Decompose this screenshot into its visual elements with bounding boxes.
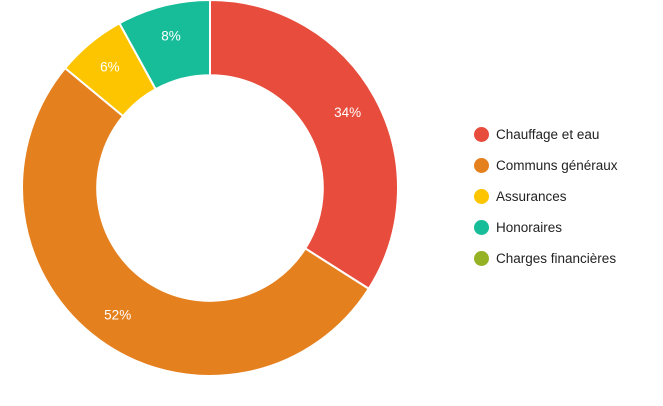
donut-slice-1[interactable] [21, 66, 371, 377]
legend-marker-circle [474, 251, 489, 266]
slice-percent-label: 52% [104, 308, 131, 323]
legend-item-label: Honoraires [496, 220, 563, 235]
legend-item-label: Charges financières [496, 251, 617, 266]
slice-percent-label: 8% [161, 28, 181, 43]
slice-percent-label: 6% [100, 60, 120, 75]
donut-slice-3[interactable] [118, 0, 211, 91]
legend-item-honoraires[interactable]: Honoraires [474, 220, 618, 235]
legend-item-label: Assurances [496, 189, 567, 204]
legend-item-chauffage-et-eau[interactable]: Chauffage et eau [474, 127, 618, 142]
legend-marker-circle [474, 127, 489, 142]
legend-item-label: Chauffage et eau [496, 127, 600, 142]
legend-marker-circle [474, 189, 489, 204]
legend-item-charges-financieres[interactable]: Charges financières [474, 251, 618, 266]
donut-slice-0[interactable] [209, 0, 399, 291]
legend-item-communs-generaux[interactable]: Communs généraux [474, 158, 618, 173]
legend: Chauffage et eau Communs généraux Assura… [474, 127, 618, 266]
legend-item-assurances[interactable]: Assurances [474, 189, 618, 204]
donut-chart: 34% 52% 6% 8% [21, 0, 399, 377]
legend-marker-circle [474, 220, 489, 235]
slice-percent-label: 34% [334, 105, 361, 120]
legend-item-label: Communs généraux [496, 158, 618, 173]
legend-marker-circle [474, 158, 489, 173]
